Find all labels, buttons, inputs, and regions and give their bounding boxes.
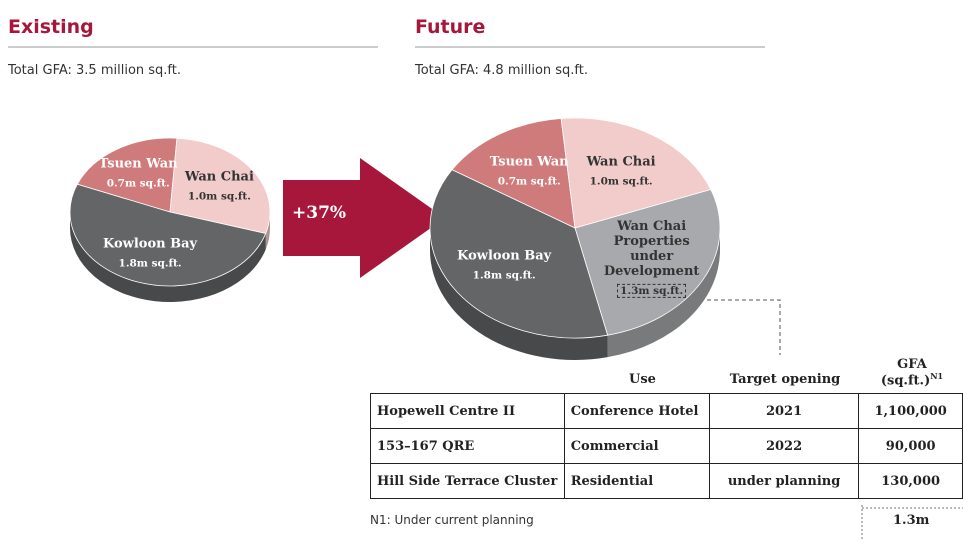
pie-side xyxy=(265,212,271,250)
chart-title: Existing xyxy=(8,16,94,38)
table-cell: 153–167 QRE xyxy=(370,428,565,464)
slice-label: Tsuen Wan 0.7m sq.ft. xyxy=(98,156,178,191)
subtitle: Total GFA: 3.5 million sq.ft. xyxy=(8,63,182,78)
pie-slice xyxy=(451,118,576,229)
chart-title: Future xyxy=(415,16,486,38)
column-header: Target opening xyxy=(729,372,841,387)
slice-label: Kowloon Bay 1.8m sq.ft. xyxy=(457,248,552,283)
pie-side xyxy=(607,228,720,358)
slice-value: 1.8m sq.ft. xyxy=(118,257,182,270)
slice-name: Wan Chai xyxy=(184,169,254,185)
table-row: 153–167 QRE Commercial 2022 90,000 xyxy=(370,428,963,464)
project-table: Hopewell Centre II Conference Hotel 2021 1,… xyxy=(370,393,963,499)
table-cell: 130,000 xyxy=(858,463,963,499)
table-cell: 90,000 xyxy=(858,428,963,464)
header-note: N1 xyxy=(930,370,944,381)
slice-value: 1.0m sq.ft. xyxy=(187,190,251,203)
pie-slice xyxy=(560,117,712,229)
slice-name: Tsuen Wan xyxy=(98,156,178,172)
header-text: GFA (sq.ft.) xyxy=(880,357,931,388)
table-row: Hopewell Centre II Conference Hotel 2021 1,… xyxy=(370,393,963,429)
connector xyxy=(672,299,781,355)
table-cell: under planning xyxy=(708,463,860,499)
slice-value: 0.7m sq.ft. xyxy=(497,175,561,188)
subtitle: Total GFA: 4.8 million sq.ft. xyxy=(415,63,589,78)
column-header: Use xyxy=(629,372,656,387)
total: 1.3m xyxy=(893,513,930,528)
slice-value: 1.8m sq.ft. xyxy=(472,269,536,282)
slice-name: Tsuen Wan xyxy=(489,154,569,170)
slice-name: Wan Chai xyxy=(586,154,656,170)
slice-label: Tsuen Wan 0.7m sq.ft. xyxy=(489,154,569,188)
column-header: GFA (sq.ft.)N1 xyxy=(872,358,952,388)
table-cell: 2022 xyxy=(708,428,860,464)
slice-name: Kowloon Bay xyxy=(102,236,198,252)
table-row: Hill Side Terrace Cluster Residential unde… xyxy=(370,463,963,499)
table-cell: Commercial xyxy=(563,428,710,464)
table-cell: Hill Side Terrace Cluster xyxy=(370,463,565,499)
slice-label: Kowloon Bay 1.8m sq.ft. xyxy=(102,236,198,270)
slice-value: 1.0m sq.ft. xyxy=(589,175,653,188)
slice-name: Kowloon Bay xyxy=(457,248,552,264)
pie-slice xyxy=(574,189,721,336)
growth-label: +37% xyxy=(292,203,347,223)
slice-name: Wan Chai Properties under Development xyxy=(603,219,700,279)
pie-side xyxy=(430,228,608,360)
slice-value: 1.3m sq.ft. xyxy=(617,283,687,298)
slice-label: Wan Chai Properties under Development 1.3… xyxy=(592,219,712,298)
pie-slice xyxy=(429,169,609,339)
table-cell: Conference Hotel xyxy=(563,393,710,429)
table-cell: 2021 xyxy=(708,393,860,429)
slice-label: Wan Chai 1.0m sq.ft. xyxy=(184,169,254,203)
slice-value: 0.7m sq.ft. xyxy=(106,177,170,190)
table-cell: 1,100,000 xyxy=(858,393,963,429)
footnote: N1: Under current planning xyxy=(370,513,534,527)
pie-side xyxy=(70,212,266,302)
growth-arrow xyxy=(283,158,445,278)
table-cell: Residential xyxy=(563,463,710,499)
table-cell: Hopewell Centre II xyxy=(370,393,565,429)
pie-slice xyxy=(169,137,271,234)
pie-slice xyxy=(76,137,178,213)
slice-label: Wan Chai 1.0m sq.ft. xyxy=(586,154,656,188)
pie-slice xyxy=(69,183,267,287)
